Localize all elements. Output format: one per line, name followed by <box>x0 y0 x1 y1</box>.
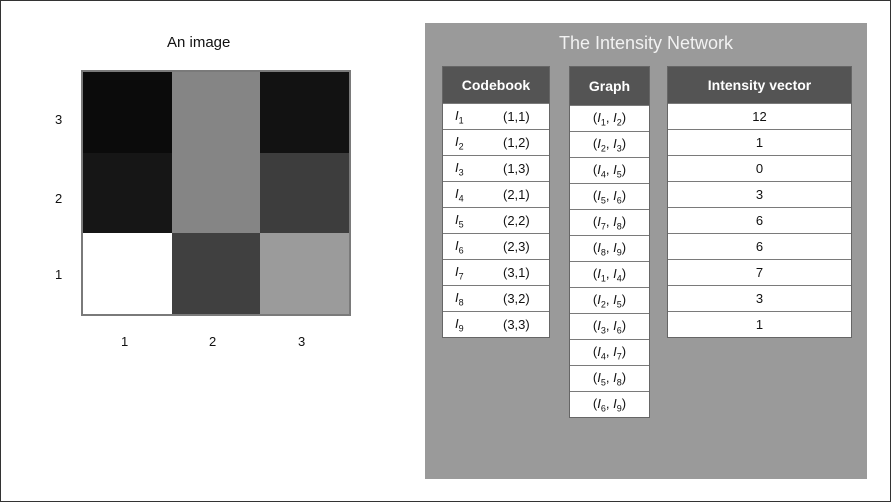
graph-column: Graph (I1, I2) (I2, I3) (I4, I5) (I5, I6) (I… <box>569 66 650 418</box>
image-title: An image <box>167 34 231 51</box>
intensity-value: 3 <box>668 285 851 311</box>
codebook-row: I3 (1,3) <box>443 155 549 181</box>
codebook-coordinate: (1,2) <box>503 135 530 150</box>
codebook-row: I8 (3,2) <box>443 285 549 311</box>
codebook-coordinate: (3,3) <box>503 317 530 332</box>
pixel-cell-1-3 <box>260 233 349 314</box>
codebook-symbol: I8 <box>455 289 464 308</box>
graph-edge: (I6, I9) <box>570 391 649 417</box>
panel-title: The Intensity Network <box>558 33 734 53</box>
graph-edge: (I5, I8) <box>570 365 649 391</box>
graph-edge: (I4, I5) <box>570 157 649 183</box>
codebook-header: Codebook <box>443 67 549 103</box>
codebook-symbol: I5 <box>455 211 464 230</box>
pixel-cell-2-3 <box>260 152 349 234</box>
graph-edge: (I3, I6) <box>570 313 649 339</box>
image-grid <box>81 70 351 316</box>
pixel-cell-3-1 <box>83 72 172 153</box>
codebook-symbol: I7 <box>455 263 464 282</box>
codebook-coordinate: (2,1) <box>503 187 530 202</box>
graph-edge: (I8, I9) <box>570 235 649 261</box>
intensity-column: Intensity vector 12 1 0 3 6 6 7 3 1 <box>667 66 852 338</box>
pixel-cell-3-2 <box>171 72 261 153</box>
codebook-row: I1 (1,1) <box>443 103 549 129</box>
pixel-cell-2-2 <box>171 152 261 234</box>
codebook-symbol: I9 <box>455 315 464 334</box>
codebook-coordinate: (3,2) <box>503 291 530 306</box>
graph-edge: (I2, I3) <box>570 131 649 157</box>
codebook-coordinate: (1,1) <box>503 109 530 124</box>
row-label: 2 <box>55 191 63 206</box>
row-label: 1 <box>55 267 63 282</box>
intensity-network-panel: The Intensity Network Codebook I1 (1,1) I2… <box>425 23 867 479</box>
intensity-header: Intensity vector <box>668 67 851 103</box>
codebook-row: I7 (3,1) <box>443 259 549 285</box>
codebook-coordinate: (3,1) <box>503 265 530 280</box>
graph-edge: (I2, I5) <box>570 287 649 313</box>
codebook-row: I9 (3,3) <box>443 311 549 337</box>
intensity-value: 1 <box>668 311 851 337</box>
graph-edge: (I4, I7) <box>570 339 649 365</box>
codebook-row: I4 (2,1) <box>443 181 549 207</box>
codebook-coordinate: (2,2) <box>503 213 530 228</box>
codebook-coordinate: (2,3) <box>503 239 530 254</box>
pixel-cell-2-1 <box>83 152 172 234</box>
row-label: 3 <box>55 112 63 127</box>
pixel-cell-1-1 <box>83 233 172 314</box>
graph-edge: (I7, I8) <box>570 209 649 235</box>
graph-edge: (I5, I6) <box>570 183 649 209</box>
graph-edge: (I1, I4) <box>570 261 649 287</box>
codebook-row: I6 (2,3) <box>443 233 549 259</box>
codebook-row: I2 (1,2) <box>443 129 549 155</box>
intensity-value: 0 <box>668 155 851 181</box>
codebook-symbol: I2 <box>455 133 464 152</box>
codebook-symbol: I3 <box>455 159 464 178</box>
graph-edge: (I1, I2) <box>570 105 649 131</box>
intensity-value: 1 <box>668 129 851 155</box>
column-label: 2 <box>209 334 217 349</box>
codebook-column: Codebook I1 (1,1) I2 (1,2) I3 (1,3) I4 (2,1) I5 (… <box>442 66 550 338</box>
intensity-value: 7 <box>668 259 851 285</box>
intensity-value: 6 <box>668 207 851 233</box>
codebook-symbol: I4 <box>455 185 464 204</box>
codebook-symbol: I6 <box>455 237 464 256</box>
graph-header: Graph <box>570 67 649 105</box>
codebook-coordinate: (1,3) <box>503 161 530 176</box>
pixel-cell-3-3 <box>260 72 349 153</box>
pixel-cell-1-2 <box>171 233 261 314</box>
intensity-value: 12 <box>668 103 851 129</box>
intensity-value: 3 <box>668 181 851 207</box>
codebook-row: I5 (2,2) <box>443 207 549 233</box>
codebook-symbol: I1 <box>455 107 464 126</box>
column-label: 3 <box>298 334 306 349</box>
intensity-value: 6 <box>668 233 851 259</box>
column-label: 1 <box>121 334 129 349</box>
